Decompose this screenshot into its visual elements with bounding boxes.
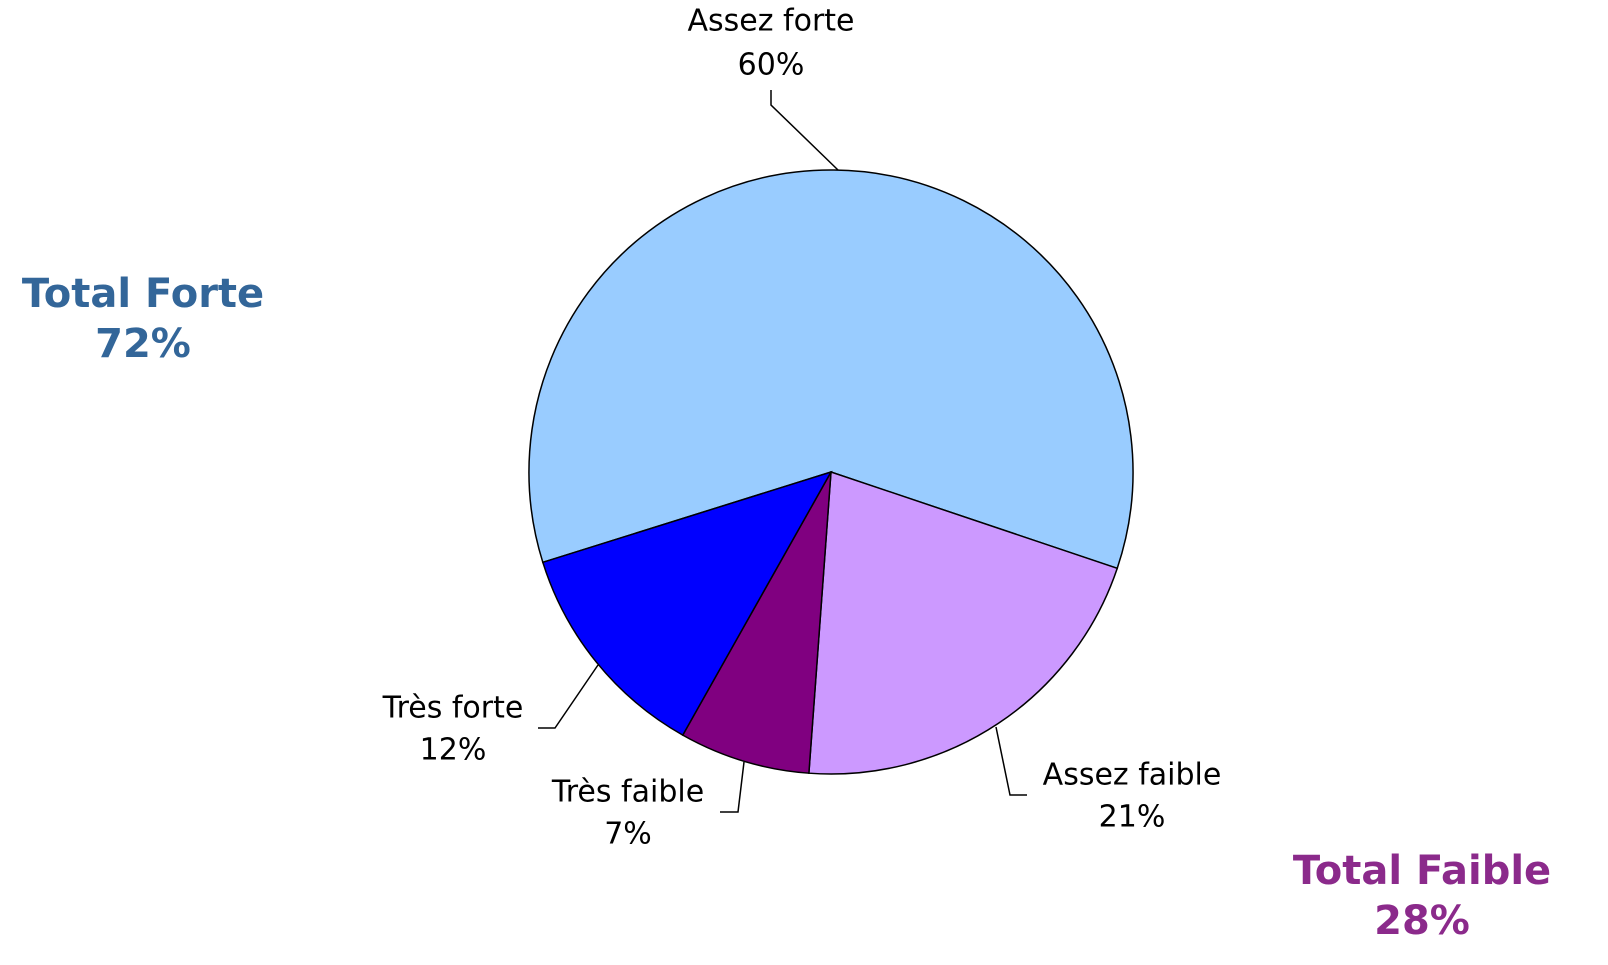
- total-label: Total Forte: [22, 271, 264, 317]
- slice-label: Assez faible: [1043, 758, 1222, 793]
- slice-value-label: 21%: [1099, 800, 1166, 835]
- slice-value-label: 7%: [604, 817, 652, 852]
- total-value: 28%: [1374, 898, 1470, 944]
- pie-slice: [681, 471, 832, 774]
- pie-slice: [541, 470, 833, 737]
- leader-line: [995, 726, 1027, 796]
- pie-slice: [528, 169, 1134, 570]
- slice-label: Très faible: [551, 775, 704, 810]
- slice-value-label: 12%: [420, 733, 487, 768]
- slice-label: Très forte: [382, 691, 524, 726]
- slice-label: Assez forte: [688, 4, 855, 39]
- leader-line: [770, 90, 839, 171]
- slice-value-label: 60%: [738, 48, 805, 83]
- leader-line: [720, 761, 745, 813]
- total-value: 72%: [95, 321, 191, 367]
- total-label: Total Faible: [1293, 848, 1551, 894]
- leader-line: [538, 664, 599, 729]
- pie-slice: [808, 470, 1119, 775]
